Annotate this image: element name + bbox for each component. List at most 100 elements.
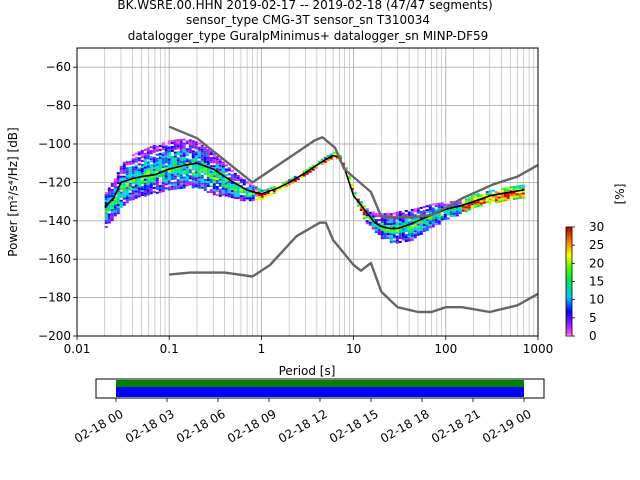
density-cell	[440, 218, 444, 221]
density-cell	[515, 195, 519, 198]
density-cell	[179, 154, 183, 157]
density-cell	[191, 142, 195, 145]
density-cell	[149, 180, 153, 183]
density-cell	[221, 191, 225, 194]
density-cell	[374, 219, 378, 222]
density-cell	[113, 210, 117, 213]
density-cell	[401, 218, 405, 221]
density-cell	[392, 226, 396, 229]
density-cell	[221, 187, 225, 190]
density-cell	[182, 150, 186, 153]
density-cell	[149, 156, 153, 159]
density-cell	[104, 226, 108, 228]
density-cell	[137, 159, 141, 162]
density-cell	[332, 153, 336, 156]
density-cell	[179, 178, 183, 181]
density-cell	[224, 184, 228, 187]
density-cell	[422, 228, 426, 231]
density-cell	[200, 152, 204, 155]
density-cell	[518, 187, 522, 190]
density-cell	[428, 204, 432, 207]
density-cell	[197, 184, 201, 187]
density-cell	[140, 172, 144, 175]
density-cell	[206, 179, 210, 182]
density-cell	[122, 171, 126, 174]
density-cell	[119, 185, 123, 188]
density-cell	[158, 156, 162, 159]
density-cell	[116, 182, 120, 185]
density-cell	[125, 177, 129, 180]
density-cell	[131, 170, 135, 173]
density-cell	[191, 172, 195, 175]
density-cell	[251, 196, 255, 199]
density-cell	[140, 194, 144, 197]
density-cell	[155, 187, 159, 190]
density-cell	[371, 217, 375, 220]
density-cell	[200, 184, 204, 187]
density-cell	[206, 169, 210, 172]
density-cell	[158, 152, 162, 155]
chart-subtitle-sensor: sensor_type CMG-3T sensor_sn T310034	[186, 13, 430, 27]
density-cell	[167, 188, 171, 191]
density-cell	[146, 153, 150, 156]
density-cell	[194, 159, 198, 162]
density-cell	[383, 219, 387, 222]
density-cell	[149, 172, 153, 175]
density-cell	[521, 194, 525, 197]
density-cell	[164, 145, 168, 148]
density-cell	[179, 144, 183, 147]
density-cell	[230, 174, 234, 177]
density-cell	[389, 221, 393, 224]
density-cell	[512, 197, 516, 200]
density-cell	[263, 195, 267, 198]
density-cell	[467, 200, 471, 203]
density-cell	[152, 150, 156, 153]
density-cell	[239, 195, 243, 198]
density-cell	[116, 172, 120, 175]
density-cell	[248, 199, 252, 202]
density-cell	[134, 166, 138, 169]
density-cell	[182, 158, 186, 161]
density-cell	[212, 193, 216, 196]
density-cell	[503, 193, 507, 196]
density-cell	[191, 174, 195, 177]
density-cell	[251, 186, 255, 189]
x-tick-label: 10	[346, 342, 361, 356]
density-cell	[110, 196, 114, 199]
density-cell	[248, 187, 252, 190]
density-cell	[272, 186, 276, 189]
density-cell	[455, 212, 459, 215]
density-cell	[212, 155, 216, 158]
density-cell	[179, 184, 183, 187]
density-cell	[182, 172, 186, 175]
x-tick-label: 0.1	[160, 342, 179, 356]
density-cell	[476, 197, 480, 200]
density-cell	[140, 182, 144, 185]
density-cell	[206, 153, 210, 156]
density-cell	[164, 159, 168, 162]
psd-density	[104, 138, 525, 244]
density-cell	[353, 194, 357, 197]
density-cell	[218, 182, 222, 185]
density-cell	[149, 190, 153, 193]
density-cell	[422, 222, 426, 225]
density-cell	[392, 240, 396, 243]
density-cell	[164, 167, 168, 170]
density-cell	[125, 161, 129, 164]
density-cell	[455, 206, 459, 209]
coverage-bar-gaps	[116, 380, 524, 387]
density-cell	[161, 160, 165, 163]
density-cell	[413, 214, 417, 217]
density-cell	[191, 160, 195, 163]
density-cell	[284, 184, 288, 187]
density-cell	[137, 179, 141, 182]
density-cell	[107, 217, 111, 220]
density-cell	[512, 193, 516, 196]
density-cell	[158, 174, 162, 177]
density-cell	[116, 178, 120, 181]
density-cell	[173, 181, 177, 184]
density-cell	[158, 168, 162, 171]
density-cell	[152, 166, 156, 169]
density-cell	[434, 205, 438, 208]
density-cell	[104, 194, 108, 196]
